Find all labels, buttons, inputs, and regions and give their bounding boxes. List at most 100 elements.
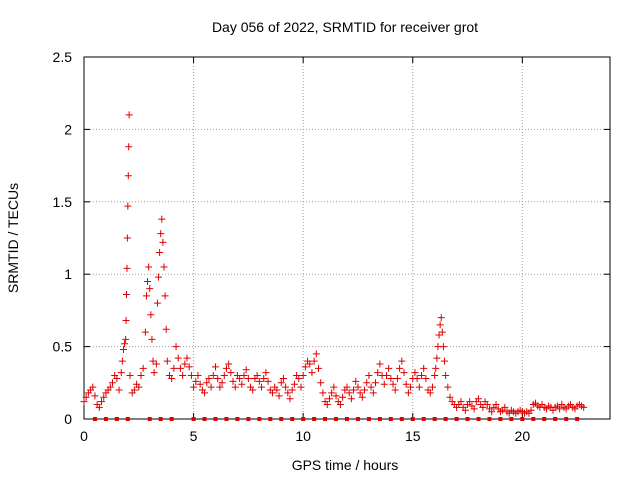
zero-level-point	[564, 417, 569, 421]
data-point	[299, 372, 307, 380]
data-point	[222, 364, 230, 372]
zero-level-point	[312, 417, 317, 421]
data-point	[121, 340, 129, 348]
plot-frame	[83, 56, 611, 420]
data-point	[123, 290, 131, 298]
data-point	[325, 395, 333, 403]
data-point	[345, 389, 353, 397]
data-point	[389, 380, 397, 388]
data-point	[365, 372, 373, 380]
data-point	[369, 389, 377, 397]
data-point	[146, 285, 154, 293]
data-point	[95, 403, 103, 411]
data-point	[162, 325, 170, 333]
x-tick-labels: 0 5 10 15 20	[80, 428, 530, 444]
data-point	[382, 372, 390, 380]
data-point	[352, 377, 360, 385]
zero-level-point	[476, 417, 481, 421]
data-point	[275, 392, 283, 400]
zero-level-point	[432, 417, 437, 421]
zero-level-point	[290, 417, 295, 421]
data-point	[242, 366, 250, 374]
data-point	[244, 374, 252, 382]
data-point	[339, 393, 347, 401]
data-point	[363, 379, 371, 387]
x-tick-label: 0	[80, 428, 88, 444]
data-point	[98, 398, 106, 406]
data-point	[466, 398, 474, 406]
zero-level-point	[323, 417, 328, 421]
data-point	[123, 234, 131, 242]
zero-level-point	[103, 417, 108, 421]
data-point	[190, 383, 198, 391]
y-tick-label: 1.5	[53, 194, 73, 210]
data-point	[160, 263, 168, 271]
data-point	[194, 372, 202, 380]
y-tick-label: 0	[64, 411, 72, 427]
y-tick-labels: 0 0.5 1 1.5 2 2.5	[53, 49, 73, 427]
zero-level-point	[410, 417, 415, 421]
data-point	[113, 374, 121, 382]
data-point	[354, 383, 362, 391]
zero-level-point	[553, 417, 558, 421]
data-point	[255, 377, 263, 385]
data-point	[282, 383, 290, 391]
data-point	[380, 380, 388, 388]
data-point	[442, 372, 450, 380]
data-point	[580, 403, 588, 411]
data-point	[295, 374, 303, 382]
zero-level-point	[454, 417, 459, 421]
grid-lines	[84, 57, 610, 419]
zero-level-point	[575, 417, 580, 421]
data-point	[212, 363, 219, 371]
data-point	[268, 389, 276, 397]
zero-level-point	[191, 417, 196, 421]
data-point	[371, 379, 379, 387]
data-point	[141, 328, 149, 336]
data-point	[290, 380, 298, 388]
data-point	[413, 374, 421, 382]
data-point	[367, 383, 375, 391]
zero-level-point	[279, 417, 284, 421]
data-point	[196, 380, 204, 388]
data-point	[126, 372, 134, 380]
zero-level-point	[531, 417, 536, 421]
data-point	[225, 360, 233, 368]
data-point	[426, 389, 434, 397]
data-point	[446, 393, 454, 401]
data-point	[310, 357, 318, 365]
data-point	[231, 383, 239, 391]
data-point	[273, 386, 281, 394]
zero-level-point	[377, 417, 382, 421]
data-point	[185, 363, 193, 371]
zero-level-point	[366, 417, 371, 421]
x-tick-label: 5	[190, 428, 198, 444]
data-point	[183, 354, 191, 362]
data-point	[288, 386, 296, 394]
y-tick-label: 0.5	[53, 339, 73, 355]
data-point	[398, 357, 406, 365]
zero-level-point	[169, 417, 174, 421]
data-point	[279, 374, 287, 382]
data-point	[203, 379, 211, 387]
zero-level-point	[235, 417, 240, 421]
data-point	[385, 364, 393, 372]
zero-level-point	[509, 417, 514, 421]
data-point	[361, 386, 369, 394]
data-point	[123, 264, 131, 272]
data-point	[347, 395, 355, 403]
data-point	[323, 401, 331, 409]
data-point	[174, 354, 182, 362]
data-point	[249, 386, 257, 394]
data-point	[125, 143, 133, 151]
data-point	[144, 277, 152, 285]
data-point	[214, 374, 222, 382]
data-point	[145, 263, 153, 271]
data-point	[317, 379, 325, 387]
data-point	[319, 389, 327, 397]
zero-level-point	[257, 417, 262, 421]
zero-level-point	[498, 417, 503, 421]
zero-level-point	[92, 417, 97, 421]
data-point	[433, 354, 441, 362]
x-tick-label: 20	[515, 428, 531, 444]
